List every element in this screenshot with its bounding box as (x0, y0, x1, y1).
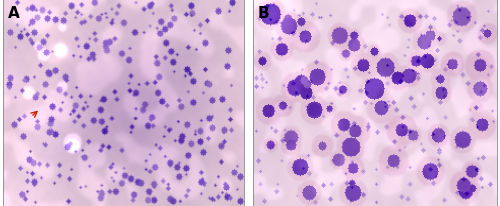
Text: B: B (258, 6, 270, 21)
Text: A: A (8, 6, 20, 21)
